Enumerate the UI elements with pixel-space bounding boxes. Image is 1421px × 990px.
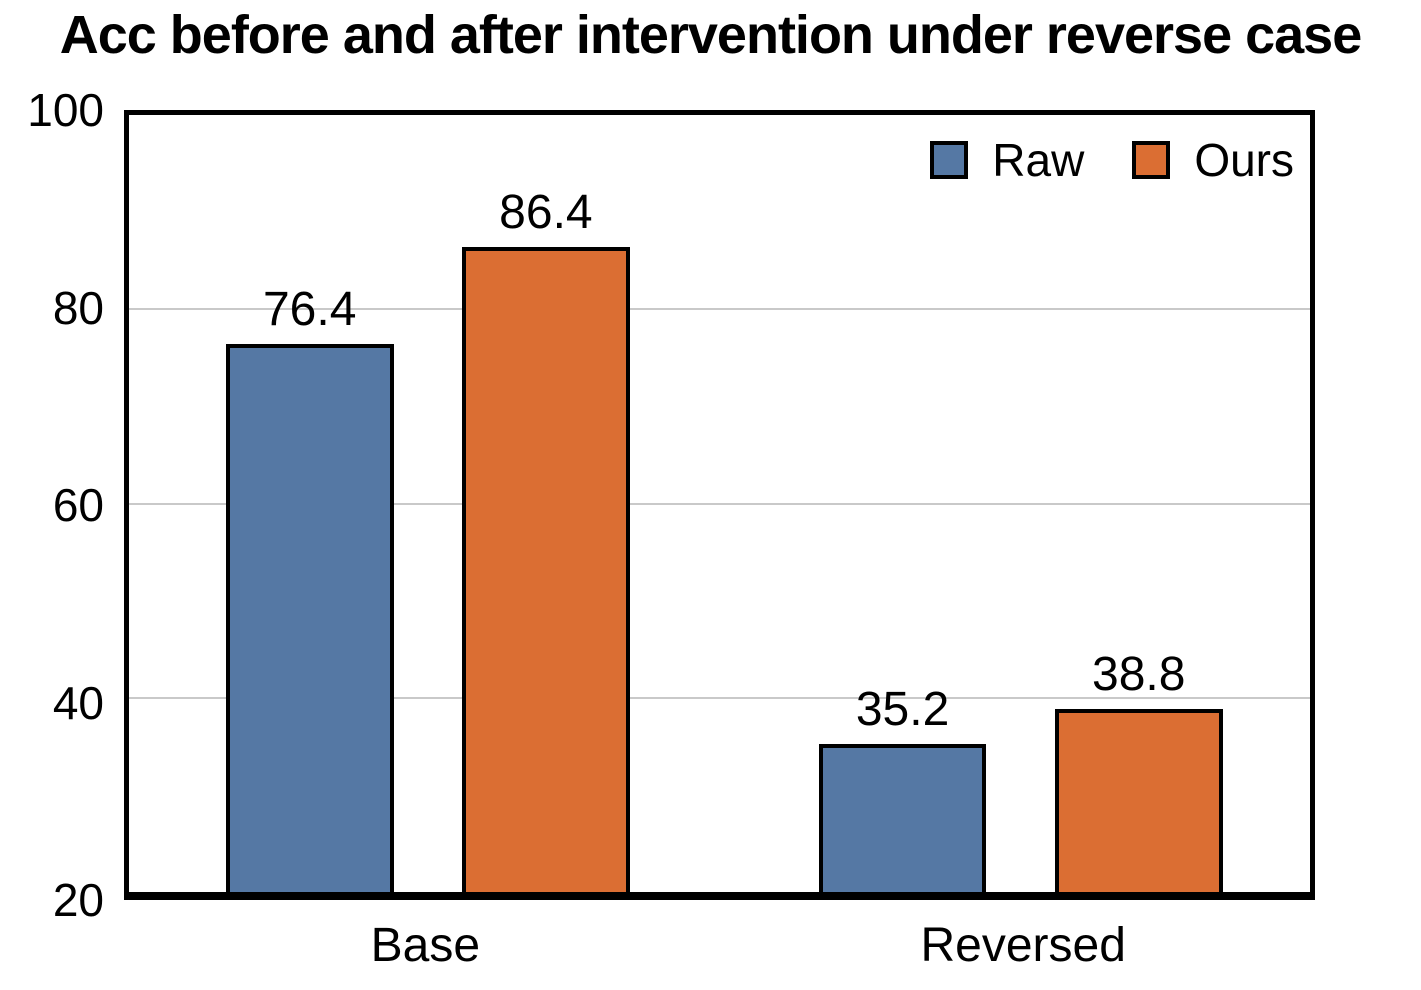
x-axis-labels: Base Reversed <box>124 916 1315 980</box>
value-label-ours-reversed: 38.8 <box>1092 648 1186 702</box>
legend-item-raw: Raw <box>930 137 1084 183</box>
y-tick-100: 100 <box>27 84 104 136</box>
y-axis-ticks: 20 40 60 80 100 <box>0 87 104 923</box>
gridline-80 <box>129 308 1310 311</box>
legend: Raw Ours <box>930 137 1294 183</box>
y-tick-60: 60 <box>52 479 104 531</box>
value-label-raw-base: 76.4 <box>262 283 357 337</box>
value-label-ours-base: 86.4 <box>499 186 593 240</box>
bar-raw-reversed <box>818 744 987 892</box>
bar-ours-reversed <box>1054 709 1223 892</box>
y-tick-20: 20 <box>52 874 104 926</box>
legend-swatch-raw <box>930 141 969 179</box>
y-tick-40: 40 <box>52 676 104 729</box>
chart-title: Acc before and after intervention under … <box>59 5 1363 65</box>
bar-ours-base <box>462 247 630 892</box>
value-label-raw-reversed: 35.2 <box>855 683 950 737</box>
x-label-reversed: Reversed <box>920 919 1126 972</box>
bar-raw-base <box>225 344 394 892</box>
y-tick-80: 80 <box>52 281 104 334</box>
legend-item-ours: Ours <box>1132 137 1294 183</box>
x-label-base: Base <box>370 919 481 972</box>
gridline-60 <box>129 502 1310 505</box>
plot-area: Raw Ours 76.4 86.4 35.2 38.8 <box>124 110 1315 900</box>
legend-label-raw: Raw <box>992 134 1085 186</box>
legend-label-ours: Ours <box>1194 134 1294 186</box>
legend-swatch-ours <box>1132 141 1171 179</box>
gridline-40 <box>129 696 1310 699</box>
